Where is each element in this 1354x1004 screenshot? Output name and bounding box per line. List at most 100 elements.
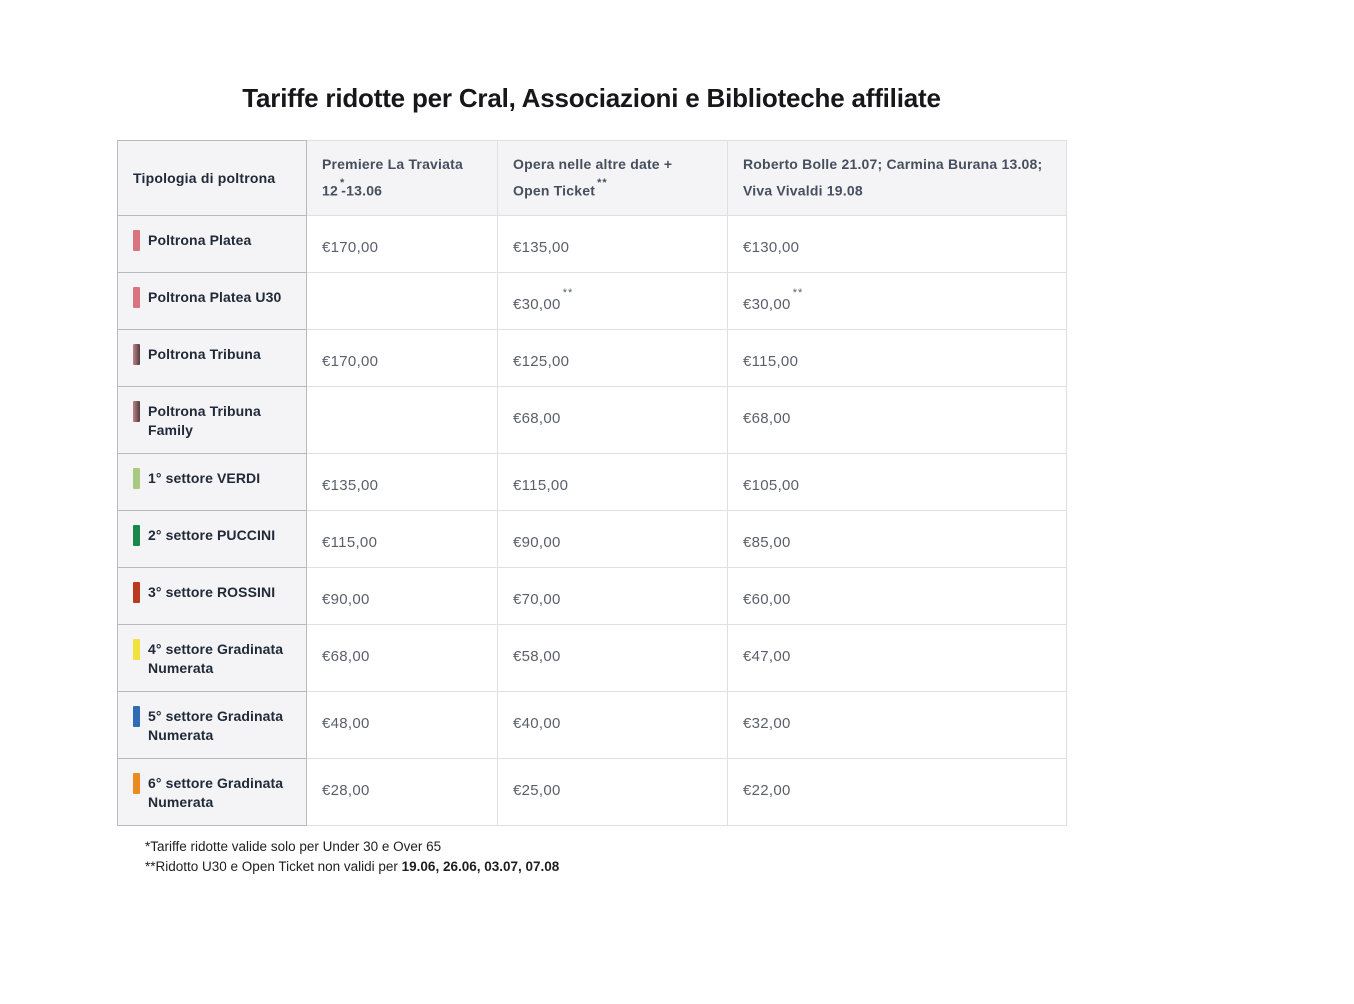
- price-value: €85,00: [743, 534, 791, 551]
- price-value: €25,00: [513, 782, 561, 799]
- header-line: Viva Vivaldi 19.08: [743, 176, 1052, 203]
- price-cell-bolle-burana-vivaldi: €85,00: [727, 510, 1067, 568]
- price-cell-premiere: €28,00: [306, 758, 498, 826]
- price-value: €115,00: [322, 534, 378, 551]
- seat-color-marker-icon: [133, 287, 140, 308]
- header-row: Tipologia di poltrona Premiere La Travia…: [117, 140, 1067, 216]
- seat-color-marker-icon: [133, 706, 140, 727]
- seat-color-marker-icon: [133, 344, 140, 365]
- seat-type-label: 3° settore ROSSINI: [148, 584, 276, 600]
- price-value: €170,00: [322, 353, 379, 370]
- footnote-asterisk: *: [339, 177, 346, 190]
- seat-type-cell: 2° settore PUCCINI: [117, 510, 307, 568]
- table-row: 1° settore VERDI €135,00 €115,00 €105,00: [117, 453, 1067, 511]
- price-value: €115,00: [513, 477, 569, 494]
- seat-type-inner: 1° settore VERDI: [133, 468, 298, 489]
- price-value: €135,00: [513, 239, 570, 256]
- price-cell-premiere: €48,00: [306, 691, 498, 759]
- price-cell-opera: €58,00: [497, 624, 728, 692]
- table-row: 6° settore Gradinata Numerata €28,00 €25…: [117, 758, 1067, 826]
- price-value: €68,00: [322, 648, 370, 665]
- seat-color-marker-icon: [133, 639, 140, 660]
- seat-type-label: Poltrona Platea: [148, 232, 252, 248]
- price-value: €135,00: [322, 477, 379, 494]
- table-row: Poltrona Platea U30 €30,00** €30,00**: [117, 272, 1067, 330]
- price-cell-premiere: €170,00: [306, 329, 498, 387]
- price-value: €170,00: [322, 239, 379, 256]
- seat-type-cell: 4° settore Gradinata Numerata: [117, 624, 307, 692]
- price-cell-bolle-burana-vivaldi: €68,00: [727, 386, 1067, 454]
- footnote-asterisk: **: [597, 177, 608, 190]
- price-value: €115,00: [743, 353, 799, 370]
- seat-color-marker-icon: [133, 230, 140, 251]
- seat-type-inner: Poltrona Tribuna Family: [133, 401, 298, 440]
- table-body: Poltrona Platea €170,00 €135,00 €130,00 …: [117, 215, 1067, 826]
- seat-type-inner: Poltrona Platea U30: [133, 287, 298, 308]
- seat-color-marker-icon: [133, 773, 140, 794]
- seat-type-cell: Poltrona Tribuna Family: [117, 386, 307, 454]
- price-cell-premiere: [306, 272, 498, 330]
- price-cell-premiere: €170,00: [306, 215, 498, 273]
- seat-type-cell: 5° settore Gradinata Numerata: [117, 691, 307, 759]
- price-value: €60,00: [743, 591, 791, 608]
- content: Tariffe ridotte per Cral, Associazioni e…: [117, 83, 1067, 874]
- seat-color-marker-icon: [133, 525, 140, 546]
- price-value: €105,00: [743, 477, 800, 494]
- price-value: €125,00: [513, 353, 570, 370]
- price-cell-bolle-burana-vivaldi: €22,00: [727, 758, 1067, 826]
- seat-type-label: 4° settore Gradinata Numerata: [148, 641, 284, 676]
- price-cell-bolle-burana-vivaldi: €60,00: [727, 567, 1067, 625]
- column-header-bolle-burana-vivaldi: Roberto Bolle 21.07; Carmina Burana 13.0…: [727, 140, 1067, 216]
- price-cell-premiere: €90,00: [306, 567, 498, 625]
- header-text-part: -13.06: [341, 182, 383, 199]
- seat-type-inner: 5° settore Gradinata Numerata: [133, 706, 298, 745]
- seat-type-label: 2° settore PUCCINI: [148, 527, 276, 543]
- header-line: Roberto Bolle 21.07; Carmina Burana 13.0…: [743, 156, 1043, 173]
- seat-type-cell: Poltrona Platea U30: [117, 272, 307, 330]
- price-cell-premiere: €135,00: [306, 453, 498, 511]
- header-line: Open Ticket **: [513, 176, 713, 203]
- page-title: Tariffe ridotte per Cral, Associazioni e…: [242, 83, 941, 113]
- header-line: Premiere La Traviata: [322, 156, 463, 173]
- price-value: €32,00: [743, 715, 791, 732]
- price-cell-premiere: €68,00: [306, 624, 498, 692]
- seat-type-label: Poltrona Platea U30: [148, 289, 282, 305]
- price-footnote-asterisk: **: [792, 287, 804, 299]
- price-value: €47,00: [743, 648, 791, 665]
- seat-type-label: Poltrona Tribuna Family: [148, 403, 261, 438]
- price-value: €22,00: [743, 782, 791, 799]
- price-cell-opera: €115,00: [497, 453, 728, 511]
- price-cell-bolle-burana-vivaldi: €130,00: [727, 215, 1067, 273]
- seat-type-label: Poltrona Tribuna: [148, 346, 261, 362]
- price-value: €28,00: [322, 782, 370, 799]
- header-text-part: 12: [322, 182, 338, 199]
- table-row: 2° settore PUCCINI €115,00 €90,00 €85,00: [117, 510, 1067, 568]
- seat-color-marker-icon: [133, 468, 140, 489]
- header-line: Opera nelle altre date +: [513, 156, 673, 173]
- price-cell-premiere: €115,00: [306, 510, 498, 568]
- seat-color-marker-icon: [133, 401, 140, 422]
- price-cell-premiere: [306, 386, 498, 454]
- seat-type-inner: Poltrona Platea: [133, 230, 298, 251]
- table-row: Poltrona Tribuna €170,00 €125,00 €115,00: [117, 329, 1067, 387]
- price-cell-opera: €90,00: [497, 510, 728, 568]
- price-cell-opera: €40,00: [497, 691, 728, 759]
- seat-type-inner: 6° settore Gradinata Numerata: [133, 773, 298, 812]
- table-row: 3° settore ROSSINI €90,00 €70,00 €60,00: [117, 567, 1067, 625]
- seat-type-inner: 2° settore PUCCINI: [133, 525, 298, 546]
- seat-type-cell: Poltrona Tribuna: [117, 329, 307, 387]
- seat-type-inner: 3° settore ROSSINI: [133, 582, 298, 603]
- price-cell-opera: €68,00: [497, 386, 728, 454]
- seat-color-marker-icon: [133, 582, 140, 603]
- price-table: Tipologia di poltrona Premiere La Travia…: [117, 140, 1067, 826]
- price-cell-bolle-burana-vivaldi: €115,00: [727, 329, 1067, 387]
- table-row: 5° settore Gradinata Numerata €48,00 €40…: [117, 691, 1067, 759]
- price-value: €90,00: [513, 534, 561, 551]
- column-header-opera: Opera nelle altre date + Open Ticket **: [497, 140, 728, 216]
- header-text-part: Viva Vivaldi 19.08: [743, 182, 863, 199]
- price-value: €30,00: [513, 296, 561, 313]
- price-cell-bolle-burana-vivaldi: €105,00: [727, 453, 1067, 511]
- price-value: €48,00: [322, 715, 370, 732]
- seat-type-inner: 4° settore Gradinata Numerata: [133, 639, 298, 678]
- seat-type-cell: Poltrona Platea: [117, 215, 307, 273]
